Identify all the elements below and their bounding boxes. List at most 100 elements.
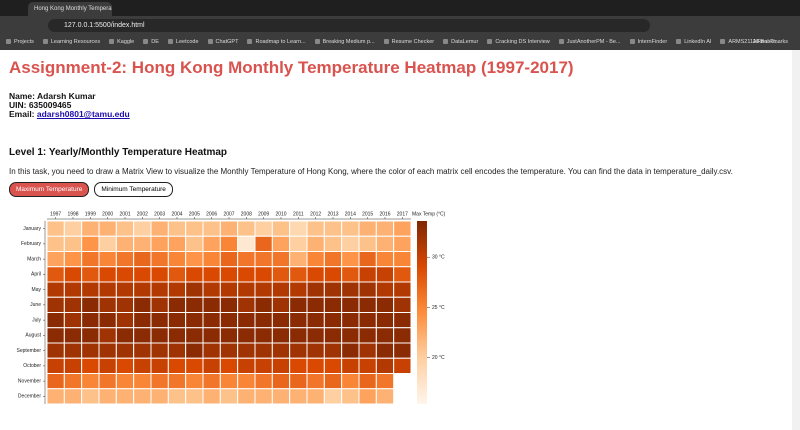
cell bbox=[115, 251, 135, 268]
bookmark[interactable]: DataLemur bbox=[443, 37, 478, 47]
cell bbox=[150, 296, 169, 313]
cell bbox=[46, 281, 65, 298]
cell bbox=[98, 266, 117, 283]
cell bbox=[237, 388, 256, 405]
cell bbox=[185, 373, 204, 390]
cell bbox=[150, 327, 169, 344]
cell bbox=[167, 357, 187, 374]
y-tick-label: October bbox=[23, 363, 41, 369]
cell bbox=[375, 388, 395, 405]
x-tick-label: 2004 bbox=[171, 211, 182, 217]
bookmark[interactable]: JustAnotherPM - Be... bbox=[559, 37, 621, 47]
bookmark[interactable]: ARMS2111/Real-Ti... bbox=[720, 37, 779, 47]
page-title: Assignment-2: Hong Kong Monthly Temperat… bbox=[9, 58, 574, 77]
cell bbox=[202, 327, 221, 344]
min-button[interactable]: Minimum Temperature bbox=[94, 182, 173, 197]
cell bbox=[185, 220, 204, 237]
cell bbox=[167, 296, 187, 313]
cell bbox=[98, 357, 117, 374]
cell bbox=[167, 220, 187, 237]
cell bbox=[46, 327, 65, 344]
cell bbox=[81, 312, 100, 329]
tab[interactable]: Hong Kong Monthly Temperatu bbox=[28, 2, 112, 16]
cell bbox=[133, 373, 152, 390]
y-tick-label: April bbox=[31, 272, 41, 278]
cell bbox=[219, 296, 239, 313]
cell bbox=[133, 357, 152, 374]
cell bbox=[254, 312, 273, 329]
cell bbox=[167, 251, 187, 268]
cell bbox=[63, 357, 83, 374]
cell bbox=[115, 327, 135, 344]
cell bbox=[289, 281, 308, 298]
cell bbox=[219, 388, 239, 405]
cell bbox=[271, 327, 291, 344]
cell bbox=[63, 251, 83, 268]
x-tick-label: 2008 bbox=[241, 211, 252, 217]
bookmark[interactable]: Breaking Medium p... bbox=[315, 37, 375, 47]
cell bbox=[150, 312, 169, 329]
cell bbox=[63, 266, 83, 283]
cell bbox=[341, 281, 360, 298]
cell bbox=[306, 281, 325, 298]
uin: UIN: 635009465 bbox=[9, 100, 72, 110]
cell bbox=[237, 357, 256, 374]
cell bbox=[271, 251, 291, 268]
bookmark[interactable]: Resume Checker bbox=[384, 37, 435, 47]
cell bbox=[237, 281, 256, 298]
cell bbox=[271, 388, 291, 405]
address-bar[interactable]: 127.0.0.1:5500/index.html bbox=[48, 19, 650, 32]
max-button[interactable]: Maximum Temperature bbox=[9, 182, 90, 197]
cell bbox=[98, 373, 117, 390]
cell bbox=[150, 281, 169, 298]
all-bookmarks[interactable]: All Bookmarks bbox=[752, 39, 788, 45]
cell bbox=[393, 312, 412, 329]
cell bbox=[81, 266, 100, 283]
colorbar bbox=[417, 221, 427, 404]
bookmark[interactable]: Leetcode bbox=[168, 37, 199, 47]
cell bbox=[81, 235, 100, 252]
cell bbox=[219, 357, 239, 374]
cell bbox=[341, 327, 360, 344]
cell bbox=[375, 251, 395, 268]
cell bbox=[46, 357, 65, 374]
bookmark[interactable]: Roadmap to Learn... bbox=[247, 37, 305, 47]
bookmark[interactable]: Kaggle bbox=[109, 37, 134, 47]
bookmark[interactable]: ChatGPT bbox=[208, 37, 239, 47]
email-link[interactable]: adarsh0801@tamu.edu bbox=[36, 109, 130, 119]
bookmark[interactable]: LinkedIn AI bbox=[676, 37, 711, 47]
cell bbox=[271, 281, 291, 298]
cell bbox=[323, 235, 343, 252]
cell bbox=[167, 342, 187, 359]
cell bbox=[393, 235, 412, 252]
bookmark[interactable]: Learning Resources bbox=[43, 37, 100, 47]
cell bbox=[375, 327, 395, 344]
cell bbox=[46, 235, 65, 252]
cell bbox=[63, 373, 83, 390]
cell bbox=[271, 312, 291, 329]
cell bbox=[167, 327, 187, 344]
bookmark[interactable]: InternFinder bbox=[630, 37, 668, 47]
cell bbox=[375, 342, 395, 359]
cell bbox=[81, 220, 100, 237]
cell bbox=[133, 388, 152, 405]
x-tick-label: 2016 bbox=[379, 211, 390, 217]
cell bbox=[375, 357, 395, 374]
cell bbox=[254, 327, 273, 344]
bookmark[interactable]: Projects bbox=[6, 37, 34, 47]
x-tick-label: 2002 bbox=[137, 211, 148, 217]
x-tick-label: 1998 bbox=[67, 211, 78, 217]
cell bbox=[219, 342, 239, 359]
scrollbar[interactable] bbox=[792, 50, 800, 430]
bookmark[interactable]: Cracking DS Interview bbox=[487, 37, 549, 47]
cell bbox=[341, 312, 360, 329]
bookmark[interactable]: DE bbox=[143, 37, 159, 47]
cell bbox=[150, 266, 169, 283]
cell bbox=[358, 327, 377, 344]
cell bbox=[81, 388, 100, 405]
cell bbox=[185, 235, 204, 252]
cell bbox=[289, 357, 308, 374]
y-tick-label: January bbox=[23, 226, 41, 232]
cell bbox=[323, 296, 343, 313]
cell bbox=[81, 281, 100, 298]
